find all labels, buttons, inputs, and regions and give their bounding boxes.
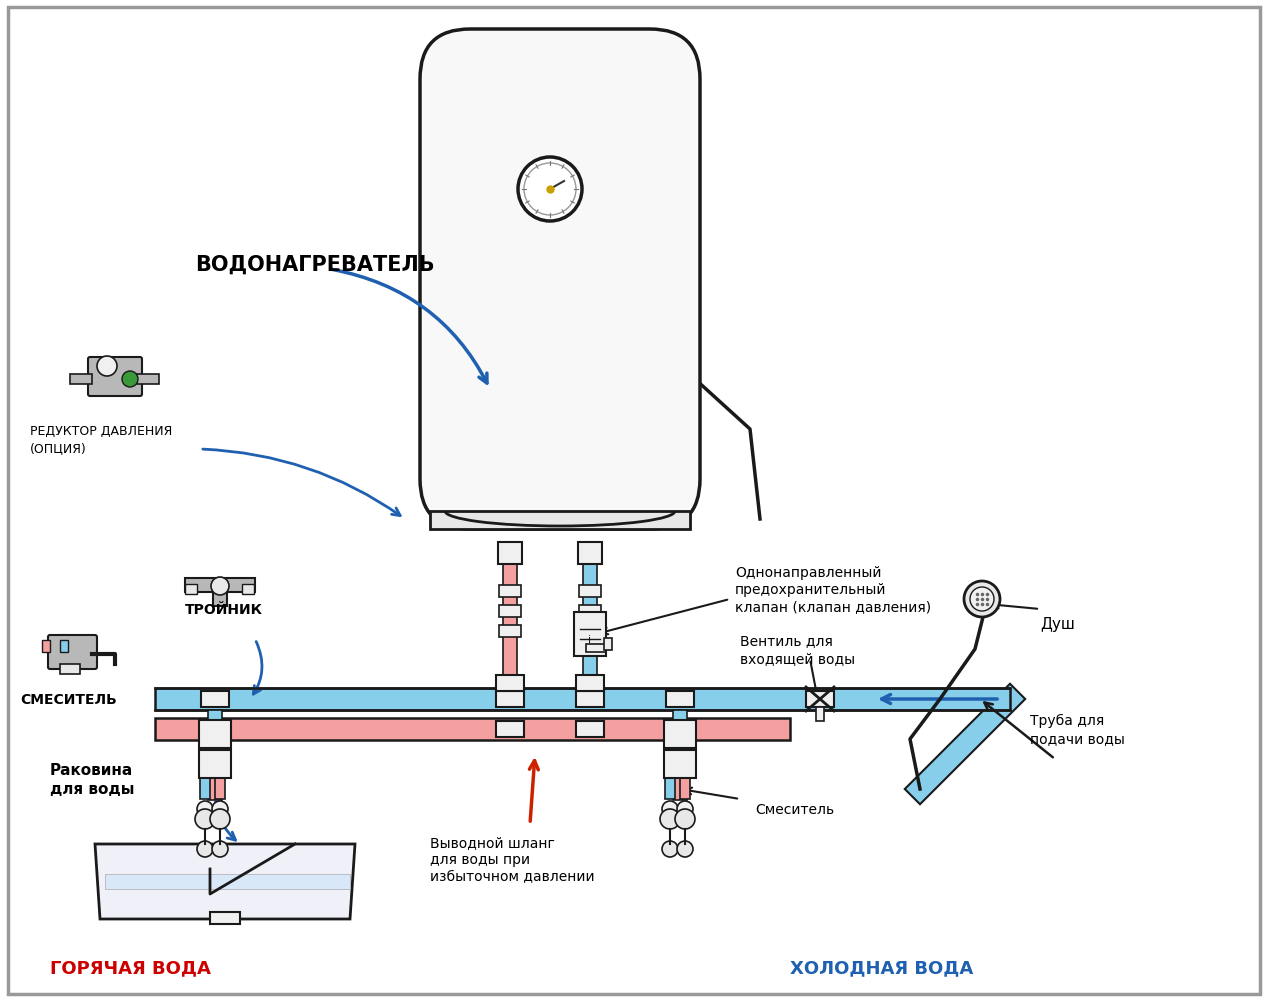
Bar xyxy=(604,638,612,650)
Bar xyxy=(70,375,93,385)
Bar xyxy=(155,688,1011,710)
Bar xyxy=(574,612,606,656)
FancyBboxPatch shape xyxy=(420,30,700,529)
Bar xyxy=(137,375,158,385)
Bar xyxy=(496,721,524,737)
Circle shape xyxy=(519,158,582,221)
FancyBboxPatch shape xyxy=(48,635,96,669)
Bar xyxy=(664,720,696,748)
Circle shape xyxy=(210,810,230,830)
Circle shape xyxy=(195,810,216,830)
Bar xyxy=(806,691,834,707)
Bar xyxy=(579,605,601,617)
Bar xyxy=(576,675,604,691)
Circle shape xyxy=(964,581,1000,617)
Bar xyxy=(664,755,675,800)
Text: ХОЛОДНАЯ ВОДА: ХОЛОДНАЯ ВОДА xyxy=(790,958,974,976)
Bar xyxy=(500,625,521,637)
Polygon shape xyxy=(95,844,355,919)
Bar xyxy=(200,755,210,800)
Circle shape xyxy=(677,841,694,857)
Bar xyxy=(185,578,255,592)
Bar xyxy=(503,564,517,679)
Text: СМЕСИТЕЛЬ: СМЕСИТЕЛЬ xyxy=(20,692,117,706)
Circle shape xyxy=(662,802,678,818)
Bar xyxy=(579,585,601,597)
Circle shape xyxy=(677,802,694,818)
Bar xyxy=(583,564,597,679)
Circle shape xyxy=(212,802,228,818)
Text: Вентиль для
входящей воды: Вентиль для входящей воды xyxy=(741,633,855,665)
Text: Труба для
подачи воды: Труба для подачи воды xyxy=(1030,713,1125,744)
Circle shape xyxy=(197,802,213,818)
Bar xyxy=(496,691,524,707)
Bar xyxy=(210,912,240,924)
Text: Однонаправленный
предохранительный
клапан (клапан давления): Однонаправленный предохранительный клапа… xyxy=(735,565,931,613)
Bar xyxy=(60,640,68,652)
Text: РЕДУКТОР ДАВЛЕНИЯ
(ОПЦИЯ): РЕДУКТОР ДАВЛЕНИЯ (ОПЦИЯ) xyxy=(30,425,172,455)
Circle shape xyxy=(212,841,228,857)
Bar xyxy=(155,718,790,740)
Bar xyxy=(666,691,694,707)
Bar xyxy=(202,691,230,707)
Bar xyxy=(578,542,602,564)
Bar xyxy=(496,675,524,691)
Bar xyxy=(60,664,80,674)
Bar xyxy=(576,721,604,737)
Text: Смеситель: Смеситель xyxy=(754,803,834,817)
Bar xyxy=(579,625,601,637)
Circle shape xyxy=(197,841,213,857)
Bar xyxy=(242,584,254,594)
Bar xyxy=(673,740,687,801)
Circle shape xyxy=(970,587,994,611)
Bar xyxy=(208,710,222,771)
Text: ВОДОНАГРЕВАТЕЛЬ: ВОДОНАГРЕВАТЕЛЬ xyxy=(195,255,435,275)
Circle shape xyxy=(122,372,138,388)
Bar xyxy=(680,755,690,800)
Bar xyxy=(666,721,694,737)
Bar xyxy=(500,585,521,597)
Circle shape xyxy=(96,357,117,377)
Circle shape xyxy=(662,841,678,857)
Circle shape xyxy=(675,810,695,830)
Bar xyxy=(208,740,222,801)
Bar xyxy=(213,586,227,606)
Bar xyxy=(586,644,606,652)
Bar xyxy=(498,542,522,564)
Circle shape xyxy=(524,164,576,215)
Bar xyxy=(199,750,231,779)
Polygon shape xyxy=(430,511,690,529)
Circle shape xyxy=(661,810,680,830)
Text: Раковина
для воды: Раковина для воды xyxy=(49,763,134,796)
Bar xyxy=(199,720,231,748)
Bar xyxy=(673,710,687,771)
FancyBboxPatch shape xyxy=(87,358,142,397)
Bar xyxy=(216,755,224,800)
Text: i: i xyxy=(588,634,592,644)
Bar xyxy=(185,584,197,594)
Bar xyxy=(105,874,350,889)
Bar xyxy=(817,707,824,721)
Text: Душ: Душ xyxy=(1040,617,1075,632)
Bar xyxy=(576,691,604,707)
Text: Выводной шланг
для воды при
избыточном давлении: Выводной шланг для воды при избыточном д… xyxy=(430,835,595,884)
Text: ГОРЯЧАЯ ВОДА: ГОРЯЧАЯ ВОДА xyxy=(49,958,210,976)
Bar xyxy=(500,605,521,617)
Bar xyxy=(202,721,230,737)
Text: ТРОЙНИК: ТРОЙНИК xyxy=(185,602,262,616)
Bar xyxy=(42,640,49,652)
Circle shape xyxy=(210,577,230,595)
Bar xyxy=(664,750,696,779)
